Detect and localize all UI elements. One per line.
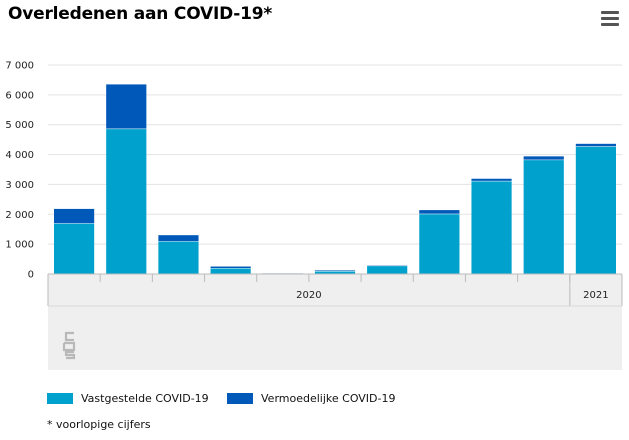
- hamburger-menu-icon[interactable]: [601, 11, 619, 27]
- legend-item-vastgestelde[interactable]: Vastgestelde COVID-19: [47, 392, 209, 405]
- bar-vastgestelde-0: [54, 223, 95, 274]
- x-group-label-2021: 2021: [583, 290, 608, 301]
- bar-vermoedelijke-2: [158, 235, 199, 242]
- legend-item-vermoedelijke[interactable]: Vermoedelijke COVID-19: [227, 392, 396, 405]
- bar-vastgestelde-6: [367, 265, 408, 274]
- y-tick-label-1000: 1 000: [5, 240, 34, 251]
- bar-vastgestelde-7: [419, 213, 460, 274]
- x-group-label-2020: 2020: [296, 290, 321, 301]
- bar-vastgestelde-2: [158, 241, 199, 274]
- bar-vermoedelijke-0: [54, 208, 95, 224]
- category-axis-background: [48, 274, 622, 370]
- legend-label-vastgestelde: Vastgestelde COVID-19: [81, 392, 209, 405]
- y-tick-label-5000: 5 000: [5, 120, 34, 131]
- legend-swatch-vastgestelde: [47, 393, 73, 404]
- legend-label-vermoedelijke: Vermoedelijke COVID-19: [261, 392, 396, 405]
- bar-vastgestelde-5: [314, 271, 356, 274]
- bar-vastgestelde-3: [210, 268, 251, 274]
- bar-vermoedelijke-1: [106, 84, 147, 129]
- legend-swatch-vermoedelijke: [227, 393, 253, 404]
- bar-vastgestelde-1: [106, 128, 147, 274]
- bar-vastgestelde-8: [471, 180, 512, 274]
- y-tick-label-7000: 7 000: [5, 61, 34, 72]
- bar-vastgestelde-9: [523, 159, 564, 274]
- bar-vermoedelijke-10: [575, 143, 616, 147]
- bar-vermoedelijke-3: [210, 266, 251, 269]
- bar-vermoedelijke-7: [419, 210, 460, 214]
- y-tick-label-2000: 2 000: [5, 210, 34, 221]
- bar-vastgestelde-10: [575, 146, 616, 274]
- bar-vermoedelijke-8: [471, 178, 512, 181]
- bar-vermoedelijke-5: [314, 270, 356, 272]
- cbs-logo-icon: [62, 331, 76, 360]
- y-tick-label-3000: 3 000: [5, 180, 34, 191]
- chart-title: Overledenen aan COVID-19*: [8, 4, 273, 24]
- y-tick-label-6000: 6 000: [5, 90, 34, 101]
- y-tick-label-4000: 4 000: [5, 150, 34, 161]
- bar-vermoedelijke-9: [523, 156, 564, 160]
- footnote: * voorlopige cijfers: [47, 418, 151, 431]
- y-tick-label-0: 0: [28, 270, 34, 281]
